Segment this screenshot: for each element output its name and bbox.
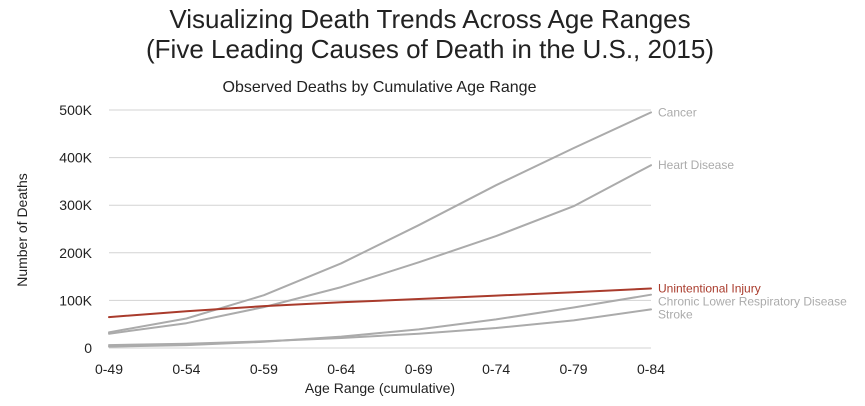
x-tick-label: 0-49 (95, 361, 123, 377)
x-tick-label: 0-79 (560, 361, 588, 377)
series-line-unintentional-injury (108, 287, 652, 319)
x-tick-label: 0-69 (405, 361, 433, 377)
x-axis-label: Age Range (cumulative) (305, 380, 455, 396)
series-line-cancer (108, 111, 652, 334)
series-label-heart-disease: Heart Disease (658, 158, 734, 172)
x-tick-label: 0-74 (482, 361, 510, 377)
x-tick-label: 0-54 (172, 361, 200, 377)
series-label-cancer: Cancer (658, 105, 697, 119)
y-tick-label: 100K (59, 292, 92, 308)
chart-title-line-1: Visualizing Death Trends Across Age Rang… (169, 4, 691, 34)
series-line-stroke (108, 308, 652, 347)
y-tick-label: 400K (59, 150, 92, 166)
x-tick-label: 0-84 (637, 361, 665, 377)
series-label-chronic-lower-respiratory-disease: Chronic Lower Respiratory Disease (658, 295, 847, 309)
y-tick-label: 200K (59, 245, 92, 261)
y-tick-label: 0 (84, 340, 92, 356)
x-tick-label: 0-64 (327, 361, 355, 377)
series-lines (108, 111, 652, 348)
y-axis-ticks: 0 100K 200K 300K 400K 500K (59, 102, 92, 356)
y-axis-label: Number of Deaths (14, 173, 30, 287)
gridlines (109, 109, 651, 349)
series-line-heart-disease (108, 164, 652, 335)
y-tick-label: 500K (59, 102, 92, 118)
y-tick-label: 300K (59, 197, 92, 213)
chart-title-line-2: (Five Leading Causes of Death in the U.S… (146, 34, 714, 64)
x-axis-ticks: 0-49 0-54 0-59 0-64 0-69 0-74 0-79 0-84 (95, 361, 665, 377)
x-tick-label: 0-59 (250, 361, 278, 377)
chart-subtitle: Observed Deaths by Cumulative Age Range (222, 79, 537, 96)
series-label-stroke: Stroke (658, 308, 693, 322)
series-label-unintentional-injury: Unintentional Injury (658, 282, 761, 296)
series-labels: Cancer Heart Disease Unintentional InjuryC… (658, 105, 847, 321)
series-line-chronic-lower-respiratory-disease (108, 293, 652, 348)
chart-title: Visualizing Death Trends Across Age Rang… (0, 4, 860, 64)
